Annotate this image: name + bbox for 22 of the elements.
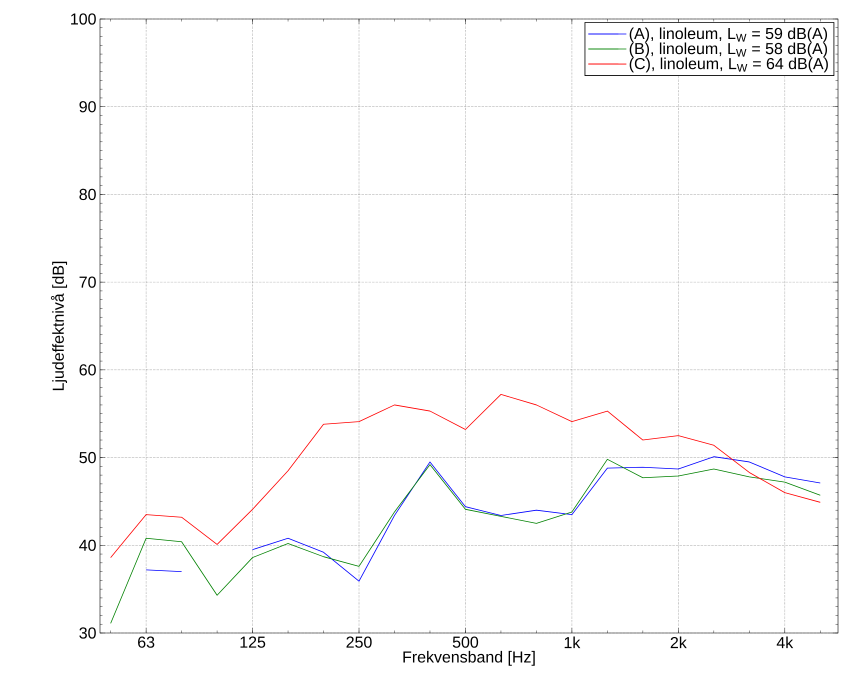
x-tick-label: 125 xyxy=(240,636,266,648)
line-series xyxy=(110,458,821,624)
x-tick-label: 4k xyxy=(776,636,794,648)
x-axis-title: Frekvensband [Hz] xyxy=(403,650,535,666)
x-tick-label: 500 xyxy=(452,636,478,648)
legend-label: (B), linoleum, L$_{W}$ = 58 dB(A) xyxy=(630,42,828,58)
y-axis-title: Ljudeffektnivå [dB] xyxy=(50,262,68,390)
x-tick-label: 1k xyxy=(564,636,580,648)
y-tick-label: 50 xyxy=(79,452,96,464)
y-tick-label: 40 xyxy=(79,540,96,551)
y-tick-label: 100 xyxy=(71,13,96,25)
y-tick-label: 30 xyxy=(79,627,96,639)
x-tick-label: 63 xyxy=(138,636,154,648)
legend-label: (A), linoleum, L$_{W}$ = 59 dB(A) xyxy=(630,27,828,42)
x-tick-label: 2k xyxy=(670,636,687,648)
y-tick-label: 70 xyxy=(80,276,96,288)
line-series xyxy=(110,394,821,558)
y-tick-label: 90 xyxy=(80,101,96,112)
x-tick-label: 250 xyxy=(346,636,372,648)
legend-label: (C), linoleum, L$_{W}$ = 64 dB(A) xyxy=(630,58,828,72)
y-tick-label: 60 xyxy=(80,364,96,376)
y-tick-label: 80 xyxy=(79,188,96,200)
